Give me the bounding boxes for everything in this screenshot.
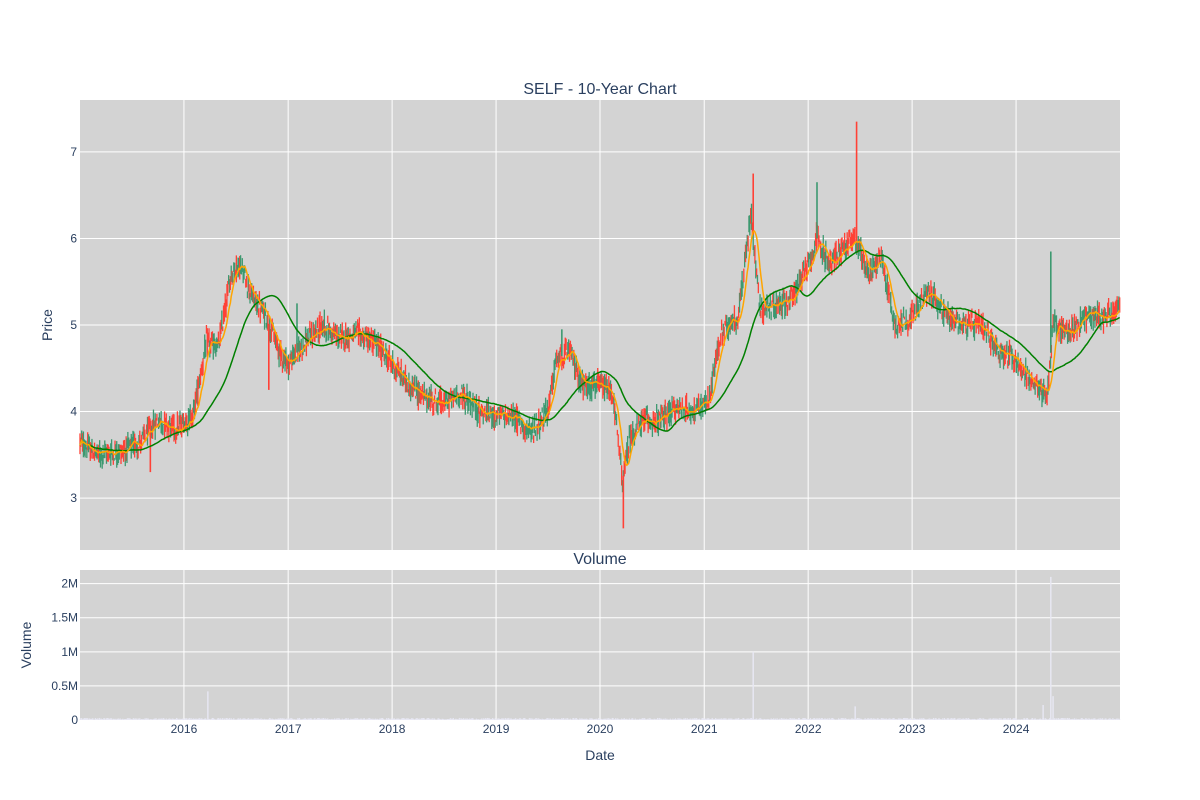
moving-average-short-line	[79, 230, 1120, 467]
year-tick-label: 2022	[795, 722, 822, 736]
price-tick-label: 6	[70, 231, 77, 245]
year-tick-label: 2021	[691, 722, 718, 736]
volume-tick-label: 0.5M	[51, 679, 78, 693]
year-tick-label: 2018	[379, 722, 406, 736]
year-tick-label: 2020	[587, 722, 614, 736]
price-tick-label: 3	[70, 491, 77, 505]
moving-average-long-line	[79, 249, 1120, 452]
year-tick-label: 2023	[899, 722, 926, 736]
price-tick-label: 4	[70, 405, 77, 419]
year-tick-label: 2016	[171, 722, 198, 736]
date-x-ticks: 2016 2017 2018 2019 2020 2021 2022 2023 2024	[171, 722, 1030, 736]
year-tick-label: 2019	[483, 722, 510, 736]
volume-y-ticks: 0 0.5M 1M 1.5M 2M	[51, 577, 78, 727]
year-tick-label: 2024	[1003, 722, 1030, 736]
price-tick-label: 7	[70, 145, 77, 159]
price-axis-title: Price	[39, 309, 55, 341]
volume-axis-title: Volume	[18, 621, 34, 668]
volume-tick-label: 2M	[61, 577, 78, 591]
date-axis-title: Date	[585, 747, 615, 763]
volume-tick-label: 1M	[61, 645, 78, 659]
volume-bars	[79, 576, 1121, 720]
chart-title: SELF - 10-Year Chart	[523, 81, 677, 98]
price-gridlines	[80, 100, 1120, 550]
price-y-ticks: 3 4 5 6 7	[70, 145, 77, 505]
year-tick-label: 2017	[275, 722, 302, 736]
volume-subplot-title: Volume	[573, 551, 626, 568]
volume-tick-label: 1.5M	[51, 611, 78, 625]
volume-tick-label: 0	[71, 713, 78, 727]
price-tick-label: 5	[70, 318, 77, 332]
